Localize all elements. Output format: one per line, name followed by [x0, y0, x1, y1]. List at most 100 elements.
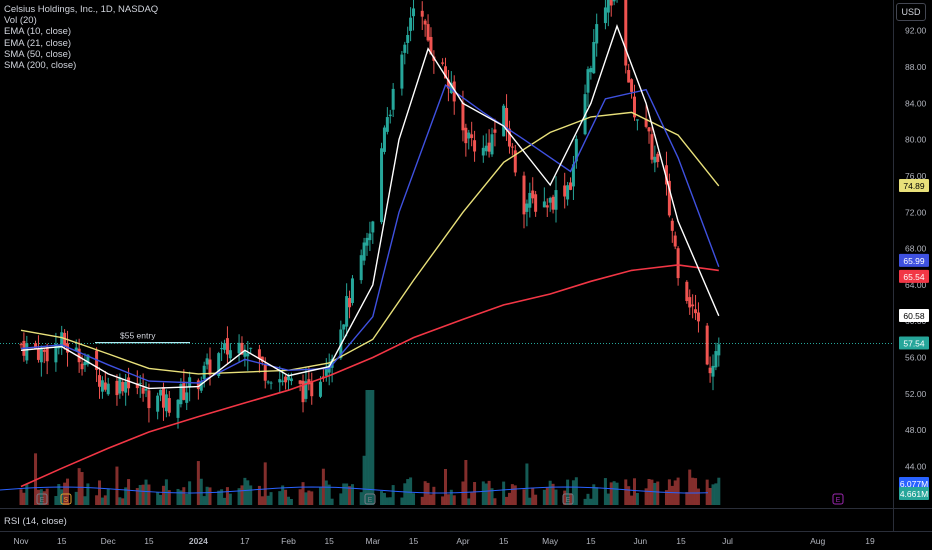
volume-bar: [217, 490, 221, 505]
volume-bar: [159, 494, 163, 505]
candle-body: [289, 378, 293, 382]
volume-bar: [141, 484, 145, 505]
volume-bar: [103, 495, 107, 505]
volume-bar: [330, 498, 334, 505]
volume-bar: [121, 498, 125, 505]
volume-bar: [269, 492, 273, 505]
candle-body: [243, 350, 247, 357]
volume-bar: [426, 482, 430, 505]
candle-body: [228, 350, 232, 359]
volume-bar: [694, 478, 698, 505]
volume-bars: [19, 390, 721, 505]
volume-bar: [589, 498, 593, 505]
volume-bar: [161, 485, 165, 505]
volume-bar: [199, 478, 203, 505]
volume-bar: [304, 492, 308, 505]
volume-bar: [571, 480, 575, 505]
ema21-price-label-bg: [899, 253, 929, 267]
legend-sma200[interactable]: SMA (200, close): [4, 60, 77, 72]
candle-body: [464, 127, 468, 144]
volume-bar: [603, 478, 607, 505]
split-marker: [60, 493, 72, 505]
volume-bar: [223, 497, 227, 505]
volume-bar: [124, 487, 128, 505]
legend-volume[interactable]: Vol (20): [4, 15, 37, 27]
volume-bar: [135, 488, 139, 505]
volume-bar: [257, 485, 261, 505]
volume-bar: [505, 496, 509, 505]
upcoming-earnings-marker-text: E: [836, 497, 841, 504]
candle-body: [115, 380, 119, 396]
candle-body: [653, 156, 657, 163]
candle-body: [240, 342, 244, 355]
volume-bar: [98, 480, 102, 505]
candle-body: [63, 332, 67, 347]
candle-body: [223, 343, 227, 350]
candle-body: [286, 376, 290, 381]
candle-body: [551, 196, 555, 210]
x-tick-label: Jun: [633, 536, 647, 546]
volume-bar: [318, 487, 322, 505]
candle-body: [647, 127, 651, 132]
candle-body: [161, 387, 165, 408]
volume-bar: [490, 488, 494, 505]
volume-bar: [403, 483, 407, 505]
volume-bar: [301, 482, 305, 505]
volume-bar: [551, 483, 555, 505]
volume-bar: [685, 492, 689, 505]
candle-body: [98, 375, 102, 387]
candle-body: [196, 380, 200, 390]
volume-bar: [324, 480, 328, 505]
candle-body: [103, 382, 107, 390]
candle-body: [612, 0, 616, 2]
candle-body: [586, 69, 590, 93]
earnings-marker: [36, 493, 48, 505]
candle-body: [667, 180, 671, 216]
legend-ema10[interactable]: EMA (10, close): [4, 26, 72, 38]
candle-body: [185, 392, 189, 403]
volume-bar: [179, 490, 183, 505]
candle-body: [412, 8, 416, 17]
volume-bar: [39, 489, 43, 505]
rsi-pane-label[interactable]: RSI (14, close): [4, 516, 67, 527]
volume-bar: [385, 497, 389, 505]
volume-bar: [609, 482, 613, 505]
candle-body: [571, 164, 575, 187]
currency-button[interactable]: USD: [896, 3, 926, 21]
volume-bar: [717, 477, 721, 505]
volume-bar: [510, 484, 514, 505]
candle-body: [635, 119, 639, 121]
symbol-title[interactable]: Celsius Holdings, Inc., 1D, NASDAQ: [4, 4, 159, 15]
candle-body: [83, 361, 87, 366]
volume-bar: [382, 492, 386, 505]
candle-body: [490, 134, 494, 155]
volume-bar: [281, 485, 285, 505]
candle-body: [507, 128, 511, 147]
sma50-price-label: 74.89: [903, 181, 925, 191]
candle-body: [382, 127, 386, 152]
volume-average-line: [0, 486, 709, 494]
volume-bar: [467, 498, 471, 505]
x-tick-label: 15: [676, 536, 686, 546]
x-tick-label: Apr: [456, 536, 469, 546]
volume-bar: [66, 478, 70, 505]
volume-bar: [446, 494, 450, 505]
candle-body: [249, 347, 253, 349]
candle-body: [362, 242, 366, 261]
earnings-marker: [364, 493, 376, 505]
legend-sma50[interactable]: SMA (50, close): [4, 48, 72, 60]
y-tick-label: 68.00: [905, 244, 927, 254]
volume-bar: [205, 486, 209, 505]
volume-bar: [266, 495, 270, 505]
volume-bar: [670, 485, 674, 505]
legend-ema21[interactable]: EMA (21, close): [4, 37, 72, 49]
y-tick-label: 84.00: [905, 98, 927, 108]
candle-body: [502, 105, 506, 137]
candle-body: [441, 62, 445, 64]
candle-body: [45, 347, 49, 362]
volume-bar: [246, 480, 250, 505]
volume-bar: [260, 496, 264, 505]
candle-body: [159, 389, 163, 396]
volume-bar: [528, 497, 532, 505]
